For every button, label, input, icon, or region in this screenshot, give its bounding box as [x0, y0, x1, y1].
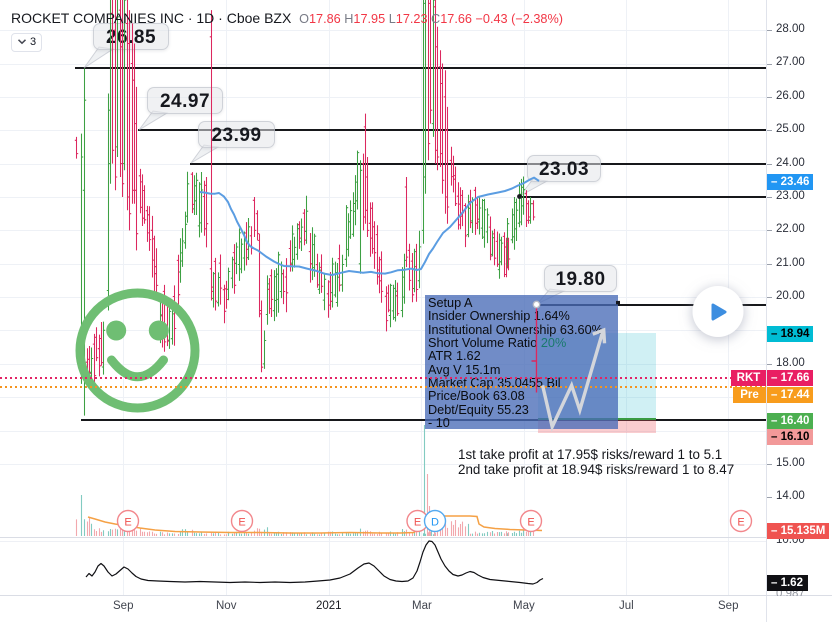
svg-text:E: E [414, 517, 421, 529]
svg-text:E: E [737, 517, 744, 529]
svg-text:E: E [527, 517, 534, 529]
svg-text:E: E [124, 517, 131, 529]
svg-text:D: D [431, 517, 439, 529]
svg-text:E: E [238, 517, 245, 529]
